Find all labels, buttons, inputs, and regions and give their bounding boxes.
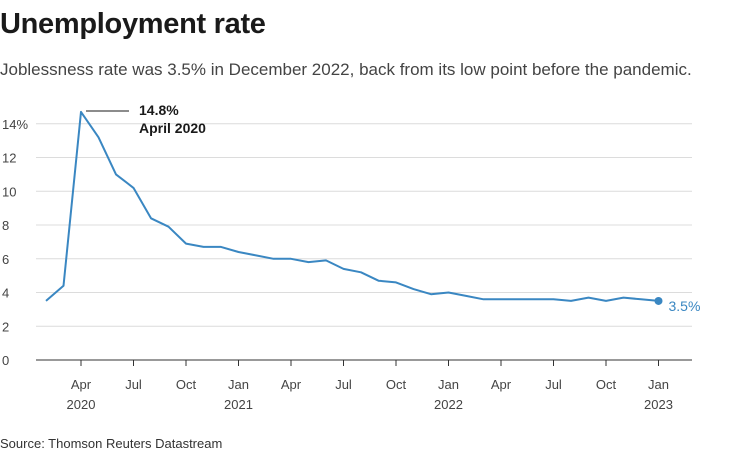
chart-subtitle: Joblessness rate was 3.5% in December 20… <box>0 60 692 79</box>
x-tick-label: Jan <box>438 377 459 392</box>
x-tick-year-label: 2021 <box>224 397 253 412</box>
x-tick-label: Jan <box>228 377 249 392</box>
x-tick-label: Oct <box>176 377 197 392</box>
series-layer <box>45 110 659 302</box>
y-tick-label: 0 <box>2 353 9 368</box>
x-tick-year-label: 2020 <box>67 397 96 412</box>
y-tick-label: 6 <box>2 252 9 267</box>
y-tick-label: 4 <box>2 286 9 301</box>
end-value-label: 3.5% <box>669 298 701 314</box>
x-tick-label: Jul <box>545 377 562 392</box>
y-tick-label: 10 <box>2 184 16 199</box>
peak-annotation: 14.8% April 2020 <box>86 102 206 136</box>
x-tick-label: Apr <box>491 377 512 392</box>
y-axis-ticks: 0 2 4 6 8 10 12 14% <box>2 117 28 368</box>
annotation-date-label: April 2020 <box>139 120 206 136</box>
x-tick-label: Apr <box>71 377 92 392</box>
y-tick-label: 12 <box>2 151 16 166</box>
x-tick-label: Oct <box>596 377 617 392</box>
y-tick-label: 14% <box>2 117 28 132</box>
series-line <box>45 110 659 302</box>
source-note: Source: Thomson Reuters Datastream <box>0 436 223 451</box>
x-tick-label: Oct <box>386 377 407 392</box>
x-tick-label: Apr <box>281 377 302 392</box>
gridlines <box>36 123 692 327</box>
x-tick-year-label: 2022 <box>434 397 463 412</box>
x-tick-label: Jul <box>125 377 142 392</box>
x-axis-ticks: Apr 2020 Jul Oct Jan 2021 Apr Jul Oct Jan 2022 Apr J… <box>67 360 673 412</box>
x-tick-year-label: 2023 <box>644 397 673 412</box>
end-point-marker <box>654 296 663 305</box>
y-tick-label: 2 <box>2 319 9 334</box>
annotation-value-label: 14.8% <box>139 102 179 118</box>
x-tick-label: Jul <box>335 377 352 392</box>
x-tick-label: Jan <box>648 377 669 392</box>
y-tick-label: 8 <box>2 218 9 233</box>
chart-title: Unemployment rate <box>0 8 266 40</box>
